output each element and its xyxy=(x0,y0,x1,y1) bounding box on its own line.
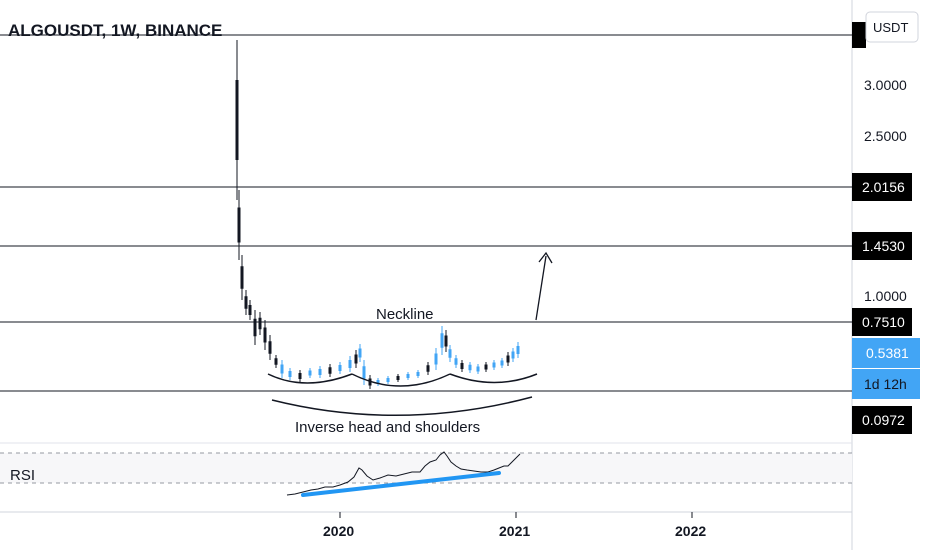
candle-body xyxy=(318,369,322,375)
candle-body xyxy=(362,366,366,379)
breakout-arrowhead xyxy=(538,251,553,264)
price-level-value: 0.0972 xyxy=(862,412,905,428)
price-level-tag xyxy=(852,232,912,260)
breakout-arrow xyxy=(535,255,547,321)
countdown-value: 1d 12h xyxy=(864,376,907,392)
rsi-line xyxy=(286,451,521,496)
top-price-tag xyxy=(852,22,866,48)
pattern-label: Inverse head and shoulders xyxy=(295,419,480,436)
y-tick: 1.0000 xyxy=(864,288,907,304)
candle-body xyxy=(354,354,358,364)
price-level-tag xyxy=(852,406,912,434)
rsi-band xyxy=(0,453,852,483)
candle-body xyxy=(328,367,332,374)
chart-title: ALGOUSDT, 1W, BINANCE xyxy=(8,21,222,40)
price-level-value: 2.0156 xyxy=(862,179,905,195)
candle-body xyxy=(338,365,342,371)
y-tick: 2.5000 xyxy=(864,128,907,144)
candle-body xyxy=(440,333,444,348)
candle-body xyxy=(506,355,510,363)
candle-body xyxy=(240,266,244,289)
candle-body xyxy=(448,349,452,358)
candle-body xyxy=(516,346,520,354)
neckline-label: Neckline xyxy=(376,306,434,323)
currency-button[interactable] xyxy=(865,11,919,43)
candle-body xyxy=(244,296,248,309)
candle-body xyxy=(426,365,430,372)
candle-body xyxy=(434,353,438,365)
candle-body xyxy=(396,376,400,380)
countdown-tag xyxy=(852,369,920,399)
candle-body xyxy=(235,80,239,160)
currency-label: USDT xyxy=(873,20,908,35)
candle-body xyxy=(476,366,480,372)
x-tick: 2022 xyxy=(675,523,706,539)
right-shoulder-arc xyxy=(449,373,538,384)
pattern-bracket-arc xyxy=(271,396,533,417)
price-level-value: 1.4530 xyxy=(862,238,905,254)
price-level-tag xyxy=(852,308,912,336)
candle-body xyxy=(263,327,267,343)
candle-body xyxy=(454,358,458,365)
candle-body xyxy=(274,358,278,365)
rsi-divergence-line xyxy=(301,471,501,497)
candle-body xyxy=(308,370,312,376)
candle-body xyxy=(468,364,472,371)
candle-body xyxy=(358,348,362,358)
candle-body xyxy=(460,363,464,369)
head-arc xyxy=(351,373,451,387)
candle-body xyxy=(376,380,380,384)
candle-body xyxy=(406,374,410,378)
candle-body xyxy=(416,372,420,376)
candle-body xyxy=(492,362,496,368)
candle-body xyxy=(280,364,284,374)
candle-body xyxy=(298,373,302,379)
current-price-value: 0.5381 xyxy=(866,345,909,361)
current-price-tag xyxy=(852,338,920,368)
candle-body xyxy=(348,360,352,368)
candle-body xyxy=(511,351,515,359)
candle-body xyxy=(268,341,272,354)
rsi-label: RSI xyxy=(10,467,35,484)
candle-body xyxy=(237,207,241,243)
price-level-value: 0.7510 xyxy=(862,314,905,330)
price-level-tag xyxy=(852,173,912,201)
x-tick: 2020 xyxy=(323,523,354,539)
candle-body xyxy=(500,360,504,366)
candle-body xyxy=(253,318,257,337)
candle-body xyxy=(248,305,252,315)
candle-body xyxy=(386,378,390,382)
candle-body xyxy=(258,317,262,330)
x-tick: 2021 xyxy=(499,523,530,539)
candle-body xyxy=(444,335,448,347)
y-tick: 3.0000 xyxy=(864,77,907,93)
candle-body xyxy=(484,364,488,370)
left-shoulder-arc xyxy=(267,373,353,384)
candle-body xyxy=(288,371,292,377)
